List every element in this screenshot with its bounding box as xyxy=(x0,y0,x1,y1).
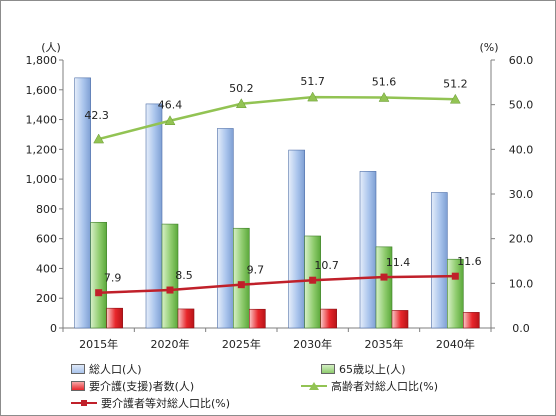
left-axis-tick-label: 1,800 xyxy=(26,54,58,67)
x-axis-tick-label: 2015年 xyxy=(79,337,118,351)
care-ratio-point xyxy=(166,286,174,294)
care-ratio-point xyxy=(95,289,103,297)
left-axis-tick-label: 200 xyxy=(36,292,57,305)
legend-item-care-ratio: 要介護者等対総人口比(%) xyxy=(71,395,230,411)
care-ratio-point xyxy=(237,281,245,289)
bar-65-over xyxy=(90,221,107,329)
bar-care-recipients xyxy=(320,308,337,329)
right-axis-tick-label: 60.0 xyxy=(509,54,534,67)
left-axis-tick-label: 0 xyxy=(50,322,57,335)
elderly-ratio-data-label: 51.2 xyxy=(443,77,468,90)
x-axis-tick-label: 2020年 xyxy=(151,337,190,351)
elderly-ratio-data-label: 42.3 xyxy=(84,109,109,122)
bar-care-recipients xyxy=(177,308,195,329)
care-ratio-data-label: 8.5 xyxy=(175,269,193,282)
right-axis-unit: (%) xyxy=(479,41,498,54)
bar-care-recipients xyxy=(106,307,123,329)
x-axis-tick-label: 2030年 xyxy=(293,337,332,351)
legend: 総人口(人) 65歳以上(人) 要介護(支援)者数(人) 高齢者対総人口比(%)… xyxy=(71,361,511,413)
bar-care-recipients xyxy=(463,312,480,329)
bar-total-population xyxy=(217,128,234,329)
bar-total-population xyxy=(74,77,91,329)
care-ratio-line xyxy=(98,274,456,294)
elderly-ratio-point xyxy=(378,92,390,102)
left-axis-tick-label: 800 xyxy=(36,203,57,216)
elderly-ratio-data-label: 51.6 xyxy=(372,76,397,89)
left-axis-tick-label: 1,400 xyxy=(26,114,58,127)
bar-total-population xyxy=(288,149,305,329)
legend-label-65-over: 65歳以上(人) xyxy=(339,363,406,376)
care-ratio-data-label: 10.7 xyxy=(314,259,339,272)
elderly-ratio-point xyxy=(235,98,247,109)
right-axis-tick-label: 10.0 xyxy=(509,277,534,290)
bar-65-over xyxy=(375,246,393,329)
bar-65-over xyxy=(233,227,250,329)
legend-swatch-total-population xyxy=(71,364,85,374)
x-axis-tick-label: 2035年 xyxy=(365,337,404,351)
legend-label-care-recipients: 要介護(支援)者数(人) xyxy=(89,380,195,393)
care-ratio-data-label: 9.7 xyxy=(247,264,265,277)
elderly-ratio-point xyxy=(164,115,176,125)
x-axis-tick-label: 2040年 xyxy=(436,337,475,351)
elderly-ratio-data-label: 50.2 xyxy=(229,82,254,95)
left-axis-tick-label: 1,200 xyxy=(26,143,58,156)
elderly-ratio-point xyxy=(449,93,461,104)
legend-swatch-65-over xyxy=(321,364,335,374)
legend-item-elderly-ratio: 高齢者対総人口比(%) xyxy=(301,378,438,394)
care-ratio-data-label: 11.4 xyxy=(386,256,411,269)
left-axis-tick-label: 600 xyxy=(36,233,57,246)
left-axis-unit: (人) xyxy=(41,41,61,54)
legend-label-care-ratio: 要介護者等対総人口比(%) xyxy=(101,397,231,410)
right-axis-tick-label: 0.0 xyxy=(512,322,530,335)
right-axis-tick-label: 40.0 xyxy=(509,143,534,156)
bar-65-over xyxy=(161,223,179,329)
left-axis-tick-label: 1,600 xyxy=(26,84,58,97)
right-axis-tick-label: 30.0 xyxy=(509,188,534,201)
legend-swatch-care-recipients xyxy=(71,381,85,391)
elderly-ratio-point xyxy=(93,133,105,144)
left-axis-tick-label: 400 xyxy=(36,262,57,275)
right-axis-tick-label: 20.0 xyxy=(509,233,534,246)
care-ratio-data-label: 11.6 xyxy=(457,255,482,268)
elderly-ratio-data-label: 46.4 xyxy=(158,99,183,112)
legend-swatch-elderly-ratio xyxy=(301,381,327,391)
care-ratio-point xyxy=(451,272,459,280)
legend-label-total-population: 総人口(人) xyxy=(89,363,142,376)
care-ratio-point xyxy=(309,276,317,284)
legend-item-care-recipients: 要介護(支援)者数(人) xyxy=(71,378,194,394)
legend-item-65-over: 65歳以上(人) xyxy=(321,361,406,377)
bar-total-population xyxy=(359,171,377,329)
bar-total-population xyxy=(431,192,448,329)
x-axis-tick-label: 2025年 xyxy=(222,337,261,351)
right-axis-tick-label: 50.0 xyxy=(509,99,534,112)
legend-item-total-population: 総人口(人) xyxy=(71,361,142,377)
bar-care-recipients xyxy=(249,308,266,329)
elderly-ratio-data-label: 51.7 xyxy=(300,75,325,88)
bar-65-over xyxy=(447,258,464,329)
left-axis-tick-label: 1,000 xyxy=(26,173,58,186)
bar-care-recipients xyxy=(391,310,409,329)
elderly-ratio-point xyxy=(307,91,319,102)
legend-swatch-care-ratio xyxy=(71,398,97,408)
elderly-ratio-line xyxy=(98,95,456,141)
legend-label-elderly-ratio: 高齢者対総人口比(%) xyxy=(331,380,439,393)
care-ratio-point xyxy=(380,273,388,281)
bar-total-population xyxy=(145,103,163,329)
care-ratio-data-label: 7.9 xyxy=(104,272,122,285)
